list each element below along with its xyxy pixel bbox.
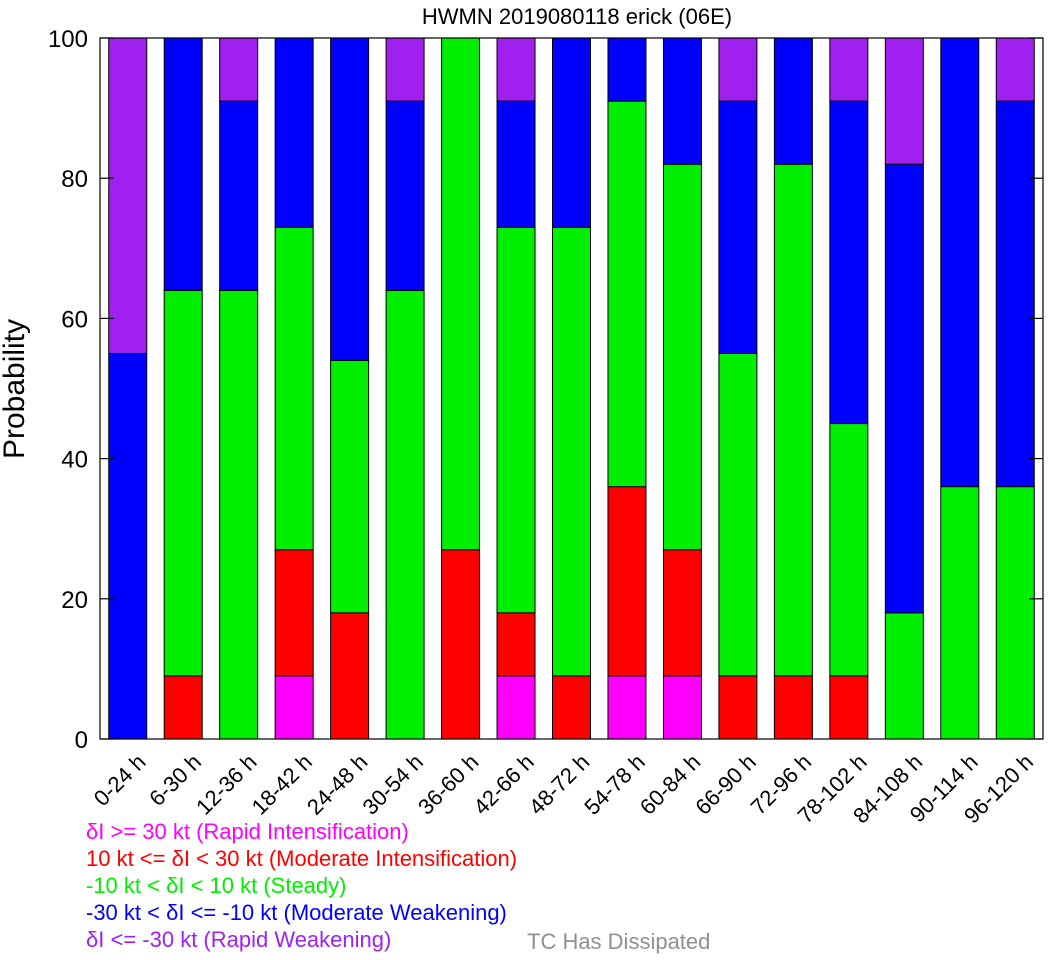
bar-segment-3-0 xyxy=(274,675,314,740)
bar-segment-10-2 xyxy=(662,163,702,551)
bar-segment-2-2 xyxy=(219,289,259,740)
bar-segment-11-2 xyxy=(718,352,758,677)
bar-segment-5-2 xyxy=(385,289,425,740)
legend-entry: 10 kt <= δI < 30 kt (Moderate Intensific… xyxy=(86,846,518,871)
bar-segment-5-3 xyxy=(385,100,425,291)
x-tick-label: 24-48 h xyxy=(302,749,372,819)
x-tick-label: 12-36 h xyxy=(191,749,261,819)
x-tick-label: 0-24 h xyxy=(89,749,151,811)
y-axis-label: Probability xyxy=(0,319,31,459)
bar-segment-7-2 xyxy=(496,226,536,614)
bar-segment-7-1 xyxy=(496,612,536,677)
bar-segment-7-0 xyxy=(496,675,536,740)
bar-segment-11-1 xyxy=(718,675,758,740)
bar-segment-15-2 xyxy=(940,486,980,740)
bar-segment-9-2 xyxy=(607,100,647,488)
x-tick-label: 66-90 h xyxy=(690,749,760,819)
x-tick-label: 54-78 h xyxy=(579,749,649,819)
bar-segment-6-1 xyxy=(441,549,481,740)
x-tick-label: 30-54 h xyxy=(357,749,427,819)
bar-segment-9-1 xyxy=(607,486,647,677)
plot-frame xyxy=(99,37,1044,740)
bar-segment-10-1 xyxy=(662,549,702,677)
bar-segment-0-3 xyxy=(108,352,148,740)
bar-segment-12-2 xyxy=(773,163,813,677)
x-tick-label: 18-42 h xyxy=(247,749,317,819)
bar-segment-4-3 xyxy=(330,37,370,361)
axes-group xyxy=(99,37,1044,740)
bar-segment-10-0 xyxy=(662,675,702,740)
bar-segment-3-2 xyxy=(274,226,314,551)
bar-segment-13-1 xyxy=(829,675,869,740)
bars-group xyxy=(108,37,1035,740)
bar-segment-3-3 xyxy=(274,37,314,228)
bar-segment-8-3 xyxy=(552,37,591,228)
bar-segment-6-2 xyxy=(441,37,481,551)
chart-title: HWMN 2019080118 erick (06E) xyxy=(422,4,732,29)
bar-segment-8-1 xyxy=(552,675,591,740)
y-tick-label: 40 xyxy=(61,447,88,474)
bar-segment-10-3 xyxy=(662,37,702,165)
bar-segment-0-4 xyxy=(108,37,148,354)
legend-entry: -10 kt < δI < 10 kt (Steady) xyxy=(86,873,347,898)
y-tick-label: 20 xyxy=(61,587,88,614)
bar-segment-7-4 xyxy=(496,37,536,102)
bar-segment-13-4 xyxy=(829,37,869,102)
bar-segment-1-3 xyxy=(163,37,203,291)
bar-segment-16-4 xyxy=(995,37,1035,102)
bar-segment-14-2 xyxy=(884,612,924,740)
x-tick-labels: 0-24 h6-30 h12-36 h18-42 h24-48 h30-54 h… xyxy=(89,749,1038,828)
bar-segment-16-2 xyxy=(995,486,1035,740)
bar-segment-15-3 xyxy=(940,37,980,488)
bar-segment-4-2 xyxy=(330,359,370,614)
y-tick-labels: 0 20 40 60 80 100 xyxy=(48,26,88,754)
bar-segment-1-1 xyxy=(163,675,203,740)
bar-segment-3-1 xyxy=(274,549,314,677)
bar-segment-5-4 xyxy=(385,37,425,102)
x-tick-label: 48-72 h xyxy=(524,749,594,819)
bar-segment-13-3 xyxy=(829,100,869,425)
y-tick-label: 60 xyxy=(61,306,88,333)
legend-entry: δI <= -30 kt (Rapid Weakening) xyxy=(86,927,392,952)
bar-segment-1-2 xyxy=(163,289,203,677)
bar-segment-4-1 xyxy=(330,612,370,740)
x-tick-label: 36-60 h xyxy=(413,749,483,819)
bar-segment-11-3 xyxy=(718,100,758,354)
dissipated-label: TC Has Dissipated xyxy=(527,929,711,954)
bar-segment-12-1 xyxy=(773,675,813,740)
bar-segment-14-3 xyxy=(884,163,924,614)
bar-segment-8-2 xyxy=(552,226,591,677)
bar-segment-12-3 xyxy=(773,37,813,165)
y-tick-label: 0 xyxy=(75,727,88,754)
y-tick-label: 100 xyxy=(48,26,88,53)
x-tick-label: 60-84 h xyxy=(635,749,705,819)
bar-segment-9-3 xyxy=(607,37,647,102)
bar-segment-9-0 xyxy=(607,675,647,740)
y-tick-label: 80 xyxy=(61,166,88,193)
bar-segment-2-4 xyxy=(219,37,259,102)
legend-entry: δI >= 30 kt (Rapid Intensification) xyxy=(86,819,409,844)
bar-segment-14-4 xyxy=(884,37,924,165)
bar-segment-11-4 xyxy=(718,37,758,102)
x-tick-label: 42-66 h xyxy=(468,749,538,819)
bar-segment-16-3 xyxy=(995,100,1035,488)
legend-entry: -30 kt < δI <= -10 kt (Moderate Weakenin… xyxy=(86,900,507,925)
bar-segment-13-2 xyxy=(829,423,869,677)
bar-segment-2-3 xyxy=(219,100,259,291)
bar-segment-7-3 xyxy=(496,100,536,228)
